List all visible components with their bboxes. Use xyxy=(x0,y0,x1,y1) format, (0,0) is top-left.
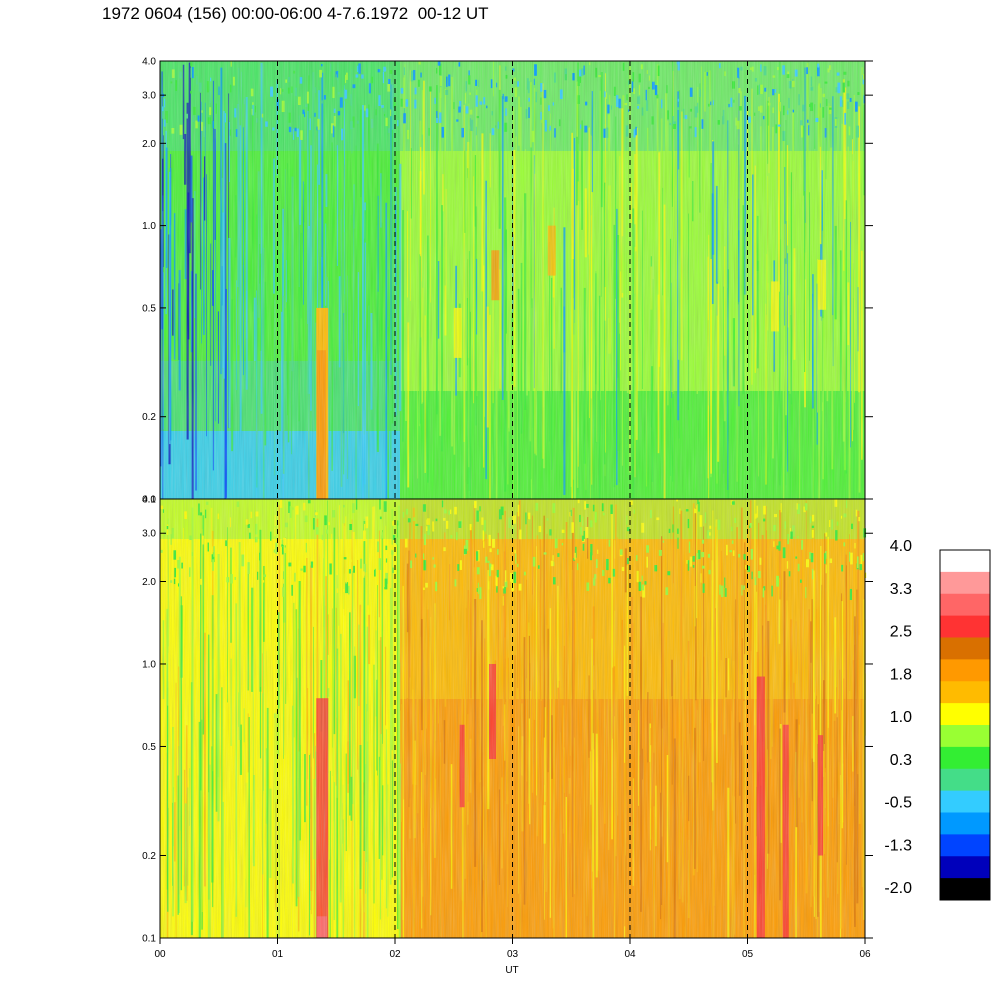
colorbar-segment xyxy=(940,550,990,573)
y-tick-label: 0.5 xyxy=(142,303,156,314)
colorbar-label: 1.8 xyxy=(890,666,912,683)
lower-panel xyxy=(160,499,867,938)
colorbar: 4.0 3.3 2.5 1.8 1.0 0.3 -0.5 -1.3 -2.0 xyxy=(884,538,991,901)
colorbar-segment xyxy=(940,768,990,792)
y-tick-label: 0.1 xyxy=(142,934,156,945)
x-tick-label: 03 xyxy=(507,949,519,960)
colorbar-label: 0.3 xyxy=(890,752,912,769)
colorbar-frame xyxy=(939,549,991,901)
colorbar-label: 3.3 xyxy=(890,581,912,598)
colorbar-label: -1.3 xyxy=(884,837,912,854)
y-tick-label: 4.0 xyxy=(142,57,156,68)
y-tick-label: 2.0 xyxy=(142,139,156,150)
x-axis-label: UT xyxy=(505,965,518,976)
colorbar-segment xyxy=(940,878,990,901)
y-tick-label: 4.0 xyxy=(142,495,156,506)
x-tick-label: 00 xyxy=(154,949,166,960)
colorbar-segment xyxy=(940,571,990,595)
ut-hour-dashed-lines xyxy=(277,61,748,938)
y-tick-label: 3.0 xyxy=(142,91,156,102)
colorbar-label: -2.0 xyxy=(884,880,912,897)
colorbar-label: 2.5 xyxy=(890,624,912,641)
y-tick-label: 3.0 xyxy=(142,529,156,540)
colorbar-label: -0.5 xyxy=(884,795,912,812)
colorbar-segment xyxy=(940,681,990,704)
colorbar-segment xyxy=(940,856,990,879)
axes: 0.10.20.51.02.03.04.00.10.20.51.02.03.04… xyxy=(142,57,873,976)
colorbar-segment xyxy=(940,812,990,835)
x-tick-label: 06 xyxy=(859,949,871,960)
x-tick-label: 05 xyxy=(742,949,754,960)
colorbar-segment xyxy=(940,615,990,638)
colorbar-segment xyxy=(940,746,990,770)
colorbar-label: 4.0 xyxy=(890,538,912,555)
y-tick-label: 0.1 xyxy=(142,495,156,506)
x-tick-label: 04 xyxy=(624,949,636,960)
colorbar-segment xyxy=(940,593,990,617)
y-tick-label: 1.0 xyxy=(142,221,156,232)
colorbar-segment xyxy=(940,725,990,748)
x-tick-label: 02 xyxy=(389,949,401,960)
colorbar-segment xyxy=(940,703,990,726)
y-tick-label: 2.0 xyxy=(142,577,156,588)
y-tick-label: 0.2 xyxy=(142,851,156,862)
colorbar-segment xyxy=(940,637,990,660)
colorbar-label: 1.0 xyxy=(890,709,912,726)
y-tick-label: 0.2 xyxy=(142,412,156,423)
colorbar-segment xyxy=(940,659,990,682)
y-tick-label: 0.5 xyxy=(142,742,156,753)
y-tick-label: 1.0 xyxy=(142,659,156,670)
colorbar-segment xyxy=(940,790,990,813)
colorbar-segment xyxy=(940,834,990,857)
x-tick-label: 01 xyxy=(272,949,284,960)
chart-title: 1972 0604 (156) 00:00-06:00 4-7.6.1972 0… xyxy=(102,4,489,23)
